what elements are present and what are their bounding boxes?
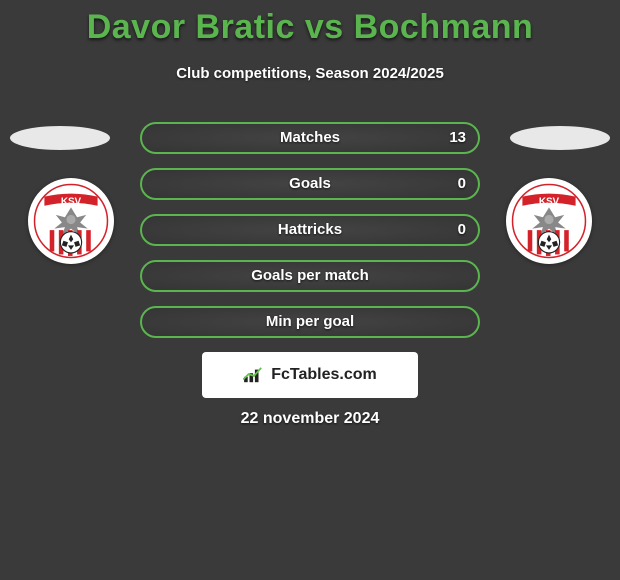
stat-row-goals: Goals 0: [140, 168, 480, 200]
stat-row-hattricks: Hattricks 0: [140, 214, 480, 246]
subtitle: Club competitions, Season 2024/2025: [0, 65, 620, 82]
stats-container: Matches 13 Goals 0 Hattricks 0 Goals per…: [140, 122, 480, 352]
page-title: Davor Bratic vs Bochmann: [0, 0, 620, 47]
club-badge-right: KSV: [506, 178, 592, 264]
stat-right-value: 13: [449, 124, 466, 152]
stat-row-min-per-goal: Min per goal: [140, 306, 480, 338]
club-badge-left: KSV: [28, 178, 114, 264]
bar-chart-icon: [243, 366, 265, 384]
stat-label: Matches: [142, 124, 478, 152]
player-avatar-right: [510, 126, 610, 150]
stat-right-value: 0: [458, 170, 466, 198]
svg-text:KSV: KSV: [539, 196, 560, 207]
date-label: 22 november 2024: [0, 410, 620, 428]
svg-text:KSV: KSV: [61, 196, 82, 207]
stat-label: Hattricks: [142, 216, 478, 244]
stat-right-value: 0: [458, 216, 466, 244]
stat-label: Goals: [142, 170, 478, 198]
ksv-crest-icon: KSV: [33, 183, 109, 259]
brand-label: FcTables.com: [271, 366, 377, 384]
stat-row-matches: Matches 13: [140, 122, 480, 154]
stat-label: Goals per match: [142, 262, 478, 290]
brand-box[interactable]: FcTables.com: [202, 352, 418, 398]
stat-row-goals-per-match: Goals per match: [140, 260, 480, 292]
player-avatar-left: [10, 126, 110, 150]
stat-label: Min per goal: [142, 308, 478, 336]
ksv-crest-icon: KSV: [511, 183, 587, 259]
